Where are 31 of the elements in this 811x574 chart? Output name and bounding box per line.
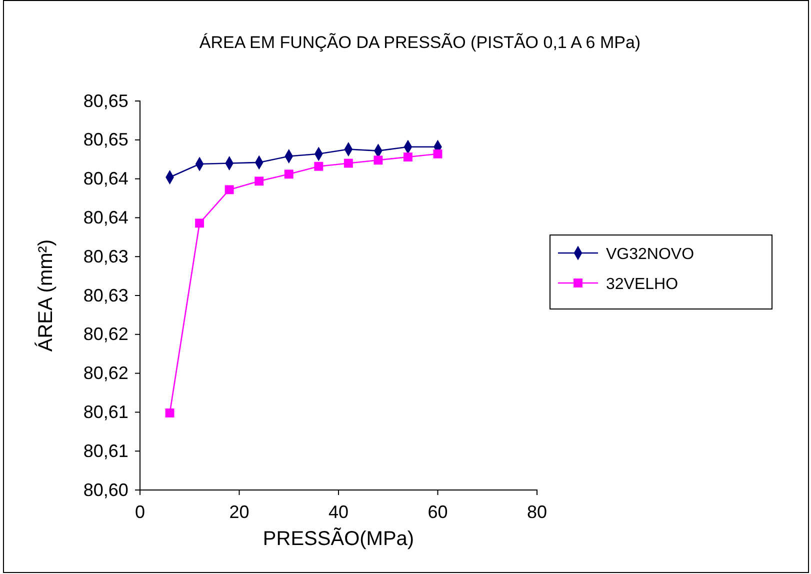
chart-title: ÁREA EM FUNÇÃO DA PRESSÃO (PISTÃO 0,1 A 6 MPa) (199, 33, 641, 52)
point (165, 408, 174, 418)
point (284, 170, 294, 179)
point (374, 156, 383, 165)
point (404, 152, 412, 162)
legend-label: 32VELHO (606, 276, 678, 293)
y-tick-label: 80,60 (83, 480, 128, 500)
y-tick-label: 80,61 (83, 440, 128, 461)
y-tick-label: 80,65 (83, 130, 128, 150)
y-tick-label: 80,62 (83, 324, 128, 344)
point (224, 185, 234, 194)
point (314, 162, 324, 171)
y-tick-label: 80,65 (83, 90, 128, 111)
y-tick-label: 80,64 (83, 207, 128, 228)
y-tick-label: 80,63 (83, 246, 128, 266)
x-tick-label: 80 (526, 502, 548, 522)
x-tick-label: 40 (328, 502, 349, 522)
x-tick-label: 0 (134, 502, 146, 522)
legend-label: VG32NOVO (606, 246, 694, 263)
x-axis-title: PRESSÃO(MPa) (262, 527, 414, 550)
point (195, 218, 204, 228)
y-tick-label: 80,64 (83, 168, 128, 189)
point (254, 176, 264, 186)
y-tick-label: 80,62 (83, 363, 128, 384)
point (433, 149, 442, 158)
x-tick-label: 60 (428, 502, 448, 522)
y-tick-label: 80,61 (83, 402, 128, 422)
point (344, 158, 353, 168)
x-tick-label: 20 (229, 502, 250, 522)
y-tick-label: 80,63 (83, 285, 128, 306)
y-axis-title: ÁREA (mm²) (34, 239, 57, 352)
